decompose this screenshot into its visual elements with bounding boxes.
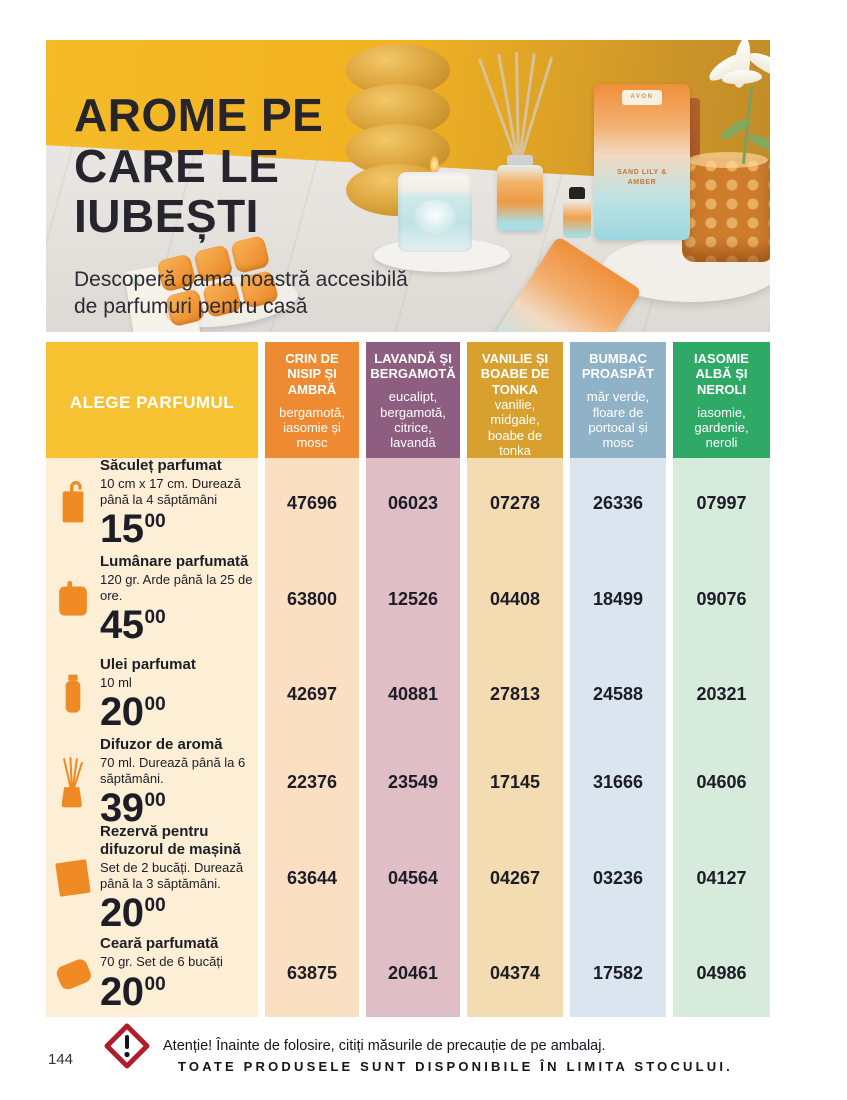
product-cell: Ceară parfumată 70 gr. Set de 6 bucăți 2… <box>46 930 258 1017</box>
choose-fragrance-header: ALEGE PARFUMUL <box>46 342 258 465</box>
scent-header-row: ALEGE PARFUMUL CRIN DE NISIP ȘI AMBRĂ be… <box>46 342 770 465</box>
sachet-icon <box>46 481 100 525</box>
product-code: 63800 <box>265 548 359 650</box>
product-price: 2000 <box>100 891 166 936</box>
page-footer: Atenție! Înainte de folosire, citiți măs… <box>46 1023 770 1095</box>
product-name: Ulei parfumat <box>100 655 196 673</box>
product-table: Săculeț parfumat 10 cm x 17 cm. Durează … <box>46 456 770 1017</box>
product-code: 17582 <box>570 930 666 1017</box>
warning-icon <box>104 1023 150 1069</box>
product-code: 07997 <box>673 458 770 548</box>
refill-icon <box>46 854 100 902</box>
product-desc: 10 cm x 17 cm. Durează până la 4 săptămâ… <box>100 475 241 507</box>
product-code: 20321 <box>673 650 770 738</box>
product-desc: 10 ml <box>100 674 132 690</box>
product-cell: Rezervă pentru difuzorul de mașină Set d… <box>46 822 258 936</box>
scent-column-header: BUMBAC PROASPĂT măr verde, floare de por… <box>570 342 666 465</box>
product-desc: 70 ml. Durează până la 6 săptămâni. <box>100 754 246 786</box>
product-name: Ceară parfumată <box>100 935 219 953</box>
product-code: 20461 <box>366 930 460 1017</box>
candle-icon <box>46 579 100 619</box>
page-number: 144 <box>48 1051 74 1068</box>
scented-candle <box>398 172 472 252</box>
product-code: 26336 <box>570 458 666 548</box>
product-code: 40881 <box>366 650 460 738</box>
product-code: 31666 <box>570 738 666 826</box>
warning-text: Atenție! Înainte de folosire, citiți măs… <box>163 1038 606 1054</box>
oil-bottle-icon <box>46 674 100 714</box>
scent-sachet-packet: AVON SAND LILY & AMBER <box>594 84 690 240</box>
product-code: 07278 <box>467 458 563 548</box>
product-code: 47696 <box>265 458 359 548</box>
oil-bottle-cap <box>569 187 585 200</box>
scent-column-header: IASOMIE ALBĂ ȘI NEROLI iasomie, gardenie… <box>673 342 770 465</box>
product-code: 04408 <box>467 548 563 650</box>
product-cell: Ulei parfumat 10 ml 2000 <box>46 650 258 738</box>
hero-title: AROME PE CARE LE IUBEȘTI <box>74 89 324 243</box>
product-code: 04374 <box>467 930 563 1017</box>
candle-flame <box>430 156 439 173</box>
reed-diffuser-bottle <box>497 165 543 231</box>
product-code: 03236 <box>570 826 666 930</box>
product-code: 04267 <box>467 826 563 930</box>
product-desc: 70 gr. Set de 6 bucăți <box>100 954 223 970</box>
packet-brand-tab: AVON <box>622 90 662 105</box>
product-code: 04606 <box>673 738 770 826</box>
product-price: 3900 <box>100 786 166 831</box>
product-price: 4500 <box>100 603 166 648</box>
product-code: 04127 <box>673 826 770 930</box>
scent-column-header: VANILIE ȘI BOABE DE TONKA vanilie, midga… <box>467 342 563 465</box>
diffuser-icon <box>46 756 100 808</box>
product-name: Difuzor de aromă <box>100 735 223 753</box>
product-price: 1500 <box>100 507 166 552</box>
diffuser-collar <box>507 155 533 166</box>
scent-column-header: LAVANDĂ ȘI BERGAMOTĂ eucalipt, bergamotă… <box>366 342 460 465</box>
hero-subtitle: Descoperă gama noastră accesibilă de par… <box>74 267 408 319</box>
product-desc: Set de 2 bucăți. Durează până la 3 săptă… <box>100 859 244 891</box>
product-cell: Lumânare parfumată 120 gr. Arde până la … <box>46 548 258 650</box>
product-cell: Săculeț parfumat 10 cm x 17 cm. Durează … <box>46 456 258 552</box>
product-price: 2000 <box>100 690 166 735</box>
product-name: Săculeț parfumat <box>100 456 222 474</box>
scent-column-header: CRIN DE NISIP ȘI AMBRĂ bergamotă, iasomi… <box>265 342 359 465</box>
product-cell: Difuzor de aromă 70 ml. Durează până la … <box>46 735 258 831</box>
product-code: 63875 <box>265 930 359 1017</box>
product-name: Lumânare parfumată <box>100 552 249 570</box>
packet-label: SAND LILY & AMBER <box>502 331 573 332</box>
product-code: 23549 <box>366 738 460 826</box>
product-code: 63644 <box>265 826 359 930</box>
product-code: 17145 <box>467 738 563 826</box>
product-code: 42697 <box>265 650 359 738</box>
amber-textured-glass <box>682 152 770 262</box>
product-code: 06023 <box>366 458 460 548</box>
product-desc: 120 gr. Arde până la 25 de ore. <box>100 571 253 603</box>
hero-banner: AVON SAND LILY & AMBER SAND LILY & AMBER… <box>46 40 770 332</box>
product-code: 24588 <box>570 650 666 738</box>
product-code: 04564 <box>366 826 460 930</box>
product-price: 2000 <box>100 969 166 1014</box>
product-code: 12526 <box>366 548 460 650</box>
packet-label: SAND LILY & AMBER <box>617 169 667 186</box>
product-code: 09076 <box>673 548 770 650</box>
product-code: 04986 <box>673 930 770 1017</box>
availability-note: TOATE PRODUSELE SUNT DISPONIBILE ÎN LIMI… <box>178 1059 733 1074</box>
product-name: Rezervă pentru difuzorul de mașină <box>100 822 241 858</box>
product-code: 22376 <box>265 738 359 826</box>
fragrance-oil-bottle <box>563 199 591 238</box>
warning-row: Atenție! Înainte de folosire, citiți măs… <box>104 1023 606 1069</box>
wax-melt-icon <box>46 952 100 996</box>
product-code: 18499 <box>570 548 666 650</box>
gold-vase <box>346 44 450 216</box>
product-code: 27813 <box>467 650 563 738</box>
